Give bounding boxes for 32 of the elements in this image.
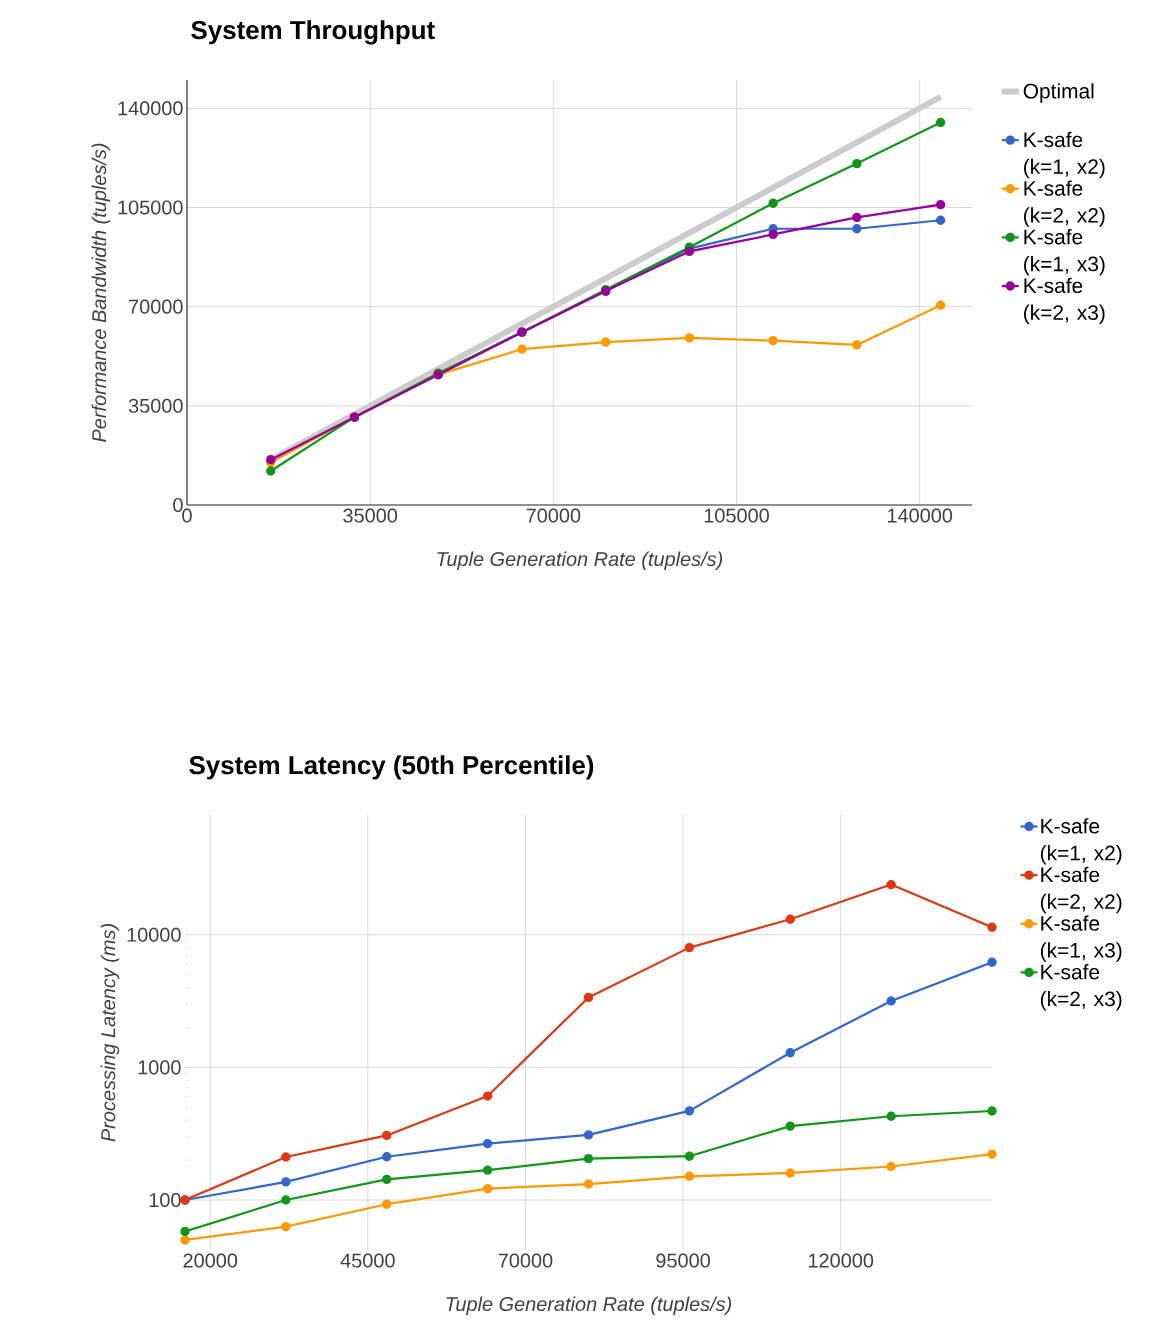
legend-label: K-safe (k=1, x2) [1024,131,1105,179]
legend-label: K-safe (k=1, x3) [1040,915,1122,962]
legend-label: K-safe (k=1, x2) [1040,818,1122,865]
y-tick-label: 10000 [127,927,181,942]
y-tick-label: 100 [149,1192,181,1208]
y-tick-label: 140000 [118,101,183,116]
x-tick-label: 45000 [340,1253,395,1268]
x-tick-label: 70000 [526,508,581,523]
x-tick-label: 35000 [343,508,398,523]
legend-label: K-safe (k=2, x3) [1040,964,1122,1011]
chart-title: System Throughput [191,20,435,45]
x-tick-label: 20000 [183,1253,238,1268]
legend-label: K-safe (k=2, x3) [1024,277,1105,325]
y-axis-title: Processing Latency (ms) [100,924,120,1142]
y-axis-title: Performance Bandwidth (tuples/s) [91,143,111,442]
y-tick-label: 0 [173,497,183,513]
legend-label: K-safe (k=2, x2) [1024,180,1105,227]
legend-label: K-safe (k=1, x3) [1024,229,1105,276]
x-tick-label: 70000 [498,1253,553,1268]
x-tick-label: 95000 [656,1253,710,1268]
chart-title: System Latency (50th Percentile) [189,755,594,780]
x-tick-label: 140000 [887,508,953,523]
x-tick-label: 105000 [704,508,769,523]
y-tick-label: 1000 [138,1060,181,1075]
legend-label: Optimal [1023,83,1094,103]
y-tick-label: 70000 [129,299,183,314]
x-axis-title: Tuple Generation Rate (tuples/s) [437,551,723,571]
y-tick-label: 35000 [128,398,183,413]
y-tick-label: 105000 [118,200,183,215]
x-tick-label: 120000 [808,1253,874,1268]
x-axis-title: Tuple Generation Rate (tuples/s) [446,1296,732,1316]
legend-label: K-safe (k=2, x2) [1040,866,1122,914]
